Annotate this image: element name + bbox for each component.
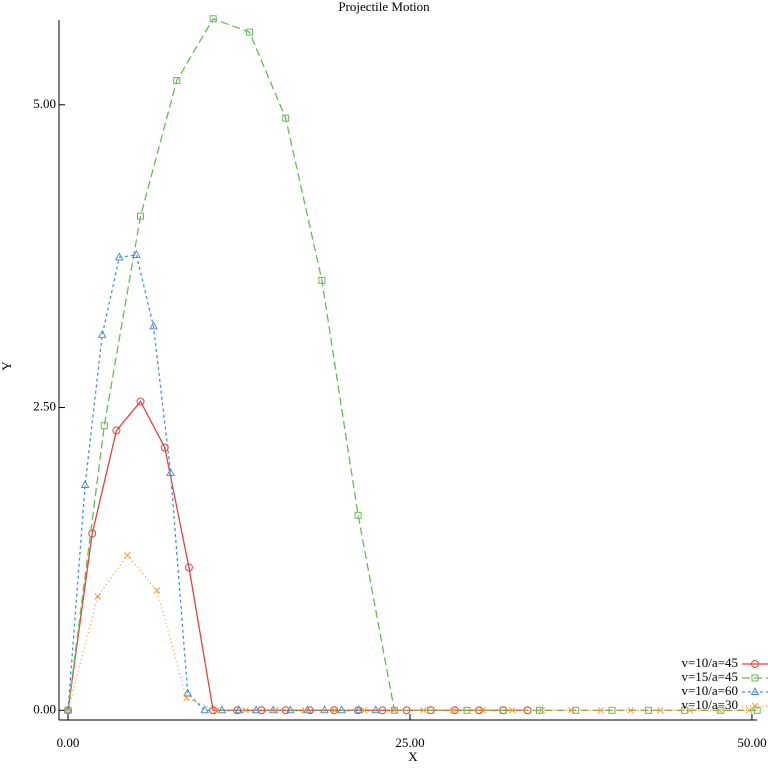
marker [123, 551, 131, 559]
marker [420, 706, 427, 714]
legend-label: v=10/a=30 [681, 697, 738, 712]
x-tick-label: 25.00 [395, 735, 424, 750]
marker [160, 443, 169, 452]
marker [717, 706, 725, 714]
marker [479, 706, 486, 714]
x-tick-label: 0.00 [57, 735, 80, 750]
legend-marker [751, 702, 759, 710]
marker [136, 397, 145, 406]
marker [97, 329, 107, 338]
series-line [67, 400, 528, 711]
marker [183, 688, 193, 697]
marker [337, 705, 346, 714]
marker [153, 587, 161, 594]
marker [242, 706, 250, 714]
marker [686, 706, 694, 714]
marker [390, 706, 398, 714]
y-tick-label: 2.50 [33, 399, 56, 414]
marker [390, 706, 398, 714]
legend-label: v=15/a=45 [681, 669, 738, 684]
marker [597, 706, 605, 714]
marker [538, 706, 546, 714]
y-tick-label: 5.00 [33, 96, 56, 111]
marker [209, 15, 217, 23]
marker [681, 706, 689, 714]
marker [251, 705, 261, 714]
marker [427, 706, 435, 714]
marker [88, 529, 97, 538]
marker [149, 321, 158, 330]
y-axis-label: Y [0, 361, 14, 371]
legend-label: v=10/a=45 [681, 655, 738, 670]
marker [568, 706, 575, 714]
marker [200, 705, 210, 714]
series-line [67, 254, 376, 711]
marker [745, 706, 753, 714]
marker [627, 706, 635, 714]
marker [100, 422, 108, 430]
marker [331, 706, 338, 714]
marker [716, 706, 723, 714]
marker [245, 28, 253, 36]
marker [354, 705, 364, 714]
marker [508, 706, 516, 714]
marker [449, 706, 457, 714]
marker [63, 705, 73, 714]
marker [132, 249, 141, 258]
legend-marker [750, 686, 760, 695]
marker [282, 114, 290, 122]
marker [463, 706, 471, 714]
marker [94, 593, 102, 600]
marker [644, 706, 652, 714]
marker [173, 77, 181, 85]
marker [656, 706, 664, 714]
marker [137, 212, 145, 220]
marker [234, 705, 244, 714]
marker [753, 706, 761, 714]
chart-title: Projectile Motion [338, 0, 430, 14]
marker [114, 252, 124, 261]
marker [371, 705, 381, 714]
y-tick-label: 0.00 [33, 701, 56, 716]
marker [320, 705, 329, 714]
x-tick-label: 50.00 [737, 735, 766, 750]
marker [272, 706, 279, 714]
marker [354, 511, 362, 519]
legend-marker [751, 660, 759, 668]
legend-label: v=10/a=60 [681, 683, 738, 698]
legend-marker [751, 674, 759, 682]
marker [112, 426, 121, 435]
marker [360, 706, 368, 714]
marker [183, 694, 190, 702]
x-axis-label: X [408, 749, 418, 764]
marker [285, 705, 295, 714]
marker [217, 705, 227, 714]
series-line [67, 17, 758, 711]
marker [166, 467, 175, 476]
marker [184, 563, 193, 572]
marker [212, 706, 220, 714]
marker [64, 706, 72, 714]
marker [318, 276, 326, 284]
series-line [67, 554, 750, 711]
marker [301, 706, 309, 714]
marker [80, 479, 90, 489]
